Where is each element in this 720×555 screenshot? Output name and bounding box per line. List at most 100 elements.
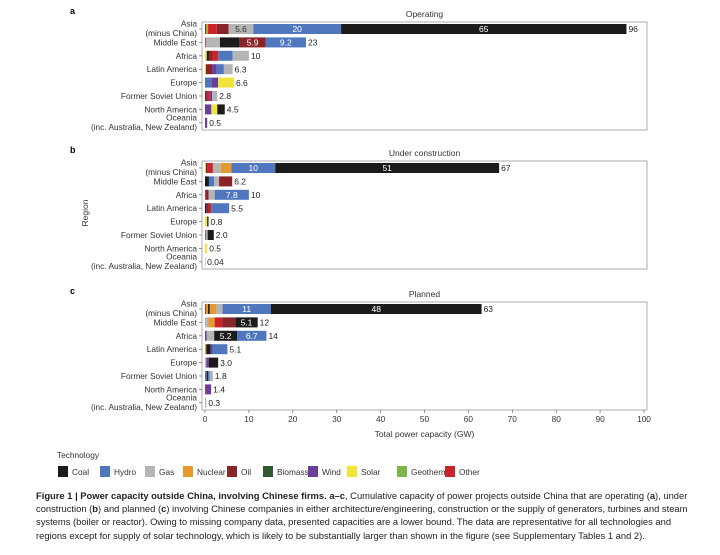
total-value-label: 6.3 [235,64,247,74]
x-tick-label: 10 [244,414,254,424]
region-label: Former Soviet Union [121,230,197,240]
caption-text: , Cumulative capacity of power projects … [344,490,650,501]
bar-segment-coal [206,50,209,61]
bar-segment-other [207,91,210,101]
caption-ref-c: c [161,503,167,515]
legend-label-gas: Gas [159,467,174,477]
bar-segment-solar [205,216,208,227]
plot-frame [201,160,648,270]
panel-title: Operating [406,9,444,19]
bar-segment-gas [205,357,207,368]
legend-label-oil: Oil [241,467,251,477]
region-label: Europe [170,358,197,368]
caption-text: ) involving Chinese companies in either … [36,503,688,541]
bar-segment-nuclear [206,24,209,34]
bar-segment-hydro [212,344,228,355]
legend-swatch-nuclear [183,466,193,477]
bar-segment-wind [205,384,212,395]
bar-segment-wind [210,344,213,355]
segment-value-label: 5.2 [220,331,232,341]
bar-segment-gas [212,163,221,173]
bar-segment-coal [206,344,211,355]
bar-segment-gas [205,397,207,408]
region-label: Former Soviet Union [121,91,197,101]
region-label: Middle East [154,176,198,186]
x-tick-label: 30 [332,414,342,424]
legend-swatch-wind [308,466,318,477]
bar-segment-coal [270,304,482,314]
bar-segment-wind [212,64,217,75]
bar-segment-solar [218,77,234,88]
y-axis-label: Region [80,199,90,226]
segment-value-label: 7.8 [226,190,238,200]
segment-value-label: 10 [249,163,259,173]
bar-segment-nuclear [205,304,209,314]
bar-segment-gas [212,91,218,101]
bar-segment-coal [206,371,209,381]
region-label: North America [144,384,197,394]
total-value-label: 6.6 [236,78,248,88]
segment-value-label: 20 [292,24,302,34]
region-label: Africa [176,190,198,200]
bar-segment-oil [239,37,266,48]
bar-segment-oil [205,304,206,314]
legend-label-geothermal: Geothermal [411,467,455,477]
x-tick-label: 20 [288,414,298,424]
x-tick-label: 60 [464,414,474,424]
legend-label-biomass: Biomass [277,467,309,477]
bar-segment-oil [219,176,233,187]
bar-segment-nuclear [209,304,216,314]
bar-segment-oil [205,64,213,75]
bar-segment-nuclear [220,163,232,173]
bar-segment-coal [219,37,240,48]
total-value-label: 12 [260,318,270,328]
bar-segment-nuclear [208,317,215,328]
bar-segment-coal [235,317,258,328]
total-value-label: 6.2 [234,177,246,187]
x-tick-label: 40 [376,414,386,424]
bar-segment-oil [205,163,208,173]
region-label: Latin America [147,344,198,354]
bar-segment-hydro [231,163,276,173]
total-value-label: 5.5 [231,203,243,213]
legend-swatch-solar [347,466,357,477]
bar-segment-gas [205,37,220,48]
x-tick-label: 80 [552,414,562,424]
bar-segment-wind [209,91,213,101]
legend-swatch-hydro [100,466,110,477]
region-label: Europe [170,217,197,227]
bar-segment-solar [205,163,206,173]
region-label: Asia [181,19,198,29]
region-label: Asia [181,299,198,309]
bar-segment-hydro [218,50,233,61]
region-label: Latin America [147,64,198,74]
bar-segment-solar [205,64,206,75]
panel-title: Under construction [389,148,461,158]
region-label: (minus China) [145,167,197,177]
legend-label-hydro: Hydro [114,467,137,477]
figure-caption: Figure 1 | Power capacity outside China,… [36,489,696,542]
region-label: (inc. Australia, New Zealand) [91,402,197,412]
region-label: Oceania [166,112,197,122]
bar-segment-coal [341,24,627,34]
region-label: Middle East [154,37,198,47]
bar-segment-coal [275,163,500,173]
x-tick-label: 90 [595,414,605,424]
bar-segment-gas [209,371,213,381]
bar-segment-hydro [216,64,224,75]
total-value-label: 67 [501,163,511,173]
legend-label-nuclear: Nuclear [197,467,226,477]
region-label: (minus China) [145,308,197,318]
bar-segment-gas [205,317,209,328]
bar-segment-coal [214,330,238,341]
bar-segment-hydro [265,37,306,48]
bar-segment-coal [208,357,219,368]
total-value-label: 1.4 [213,385,225,395]
bar-segment-hydro [211,203,230,214]
region-label: Former Soviet Union [121,371,197,381]
bar-segment-gas [214,176,220,187]
total-value-label: 5.1 [229,344,241,354]
total-value-label: 3.0 [220,358,232,368]
bar-segment-other [205,189,206,200]
panel-letter: a [70,6,76,16]
